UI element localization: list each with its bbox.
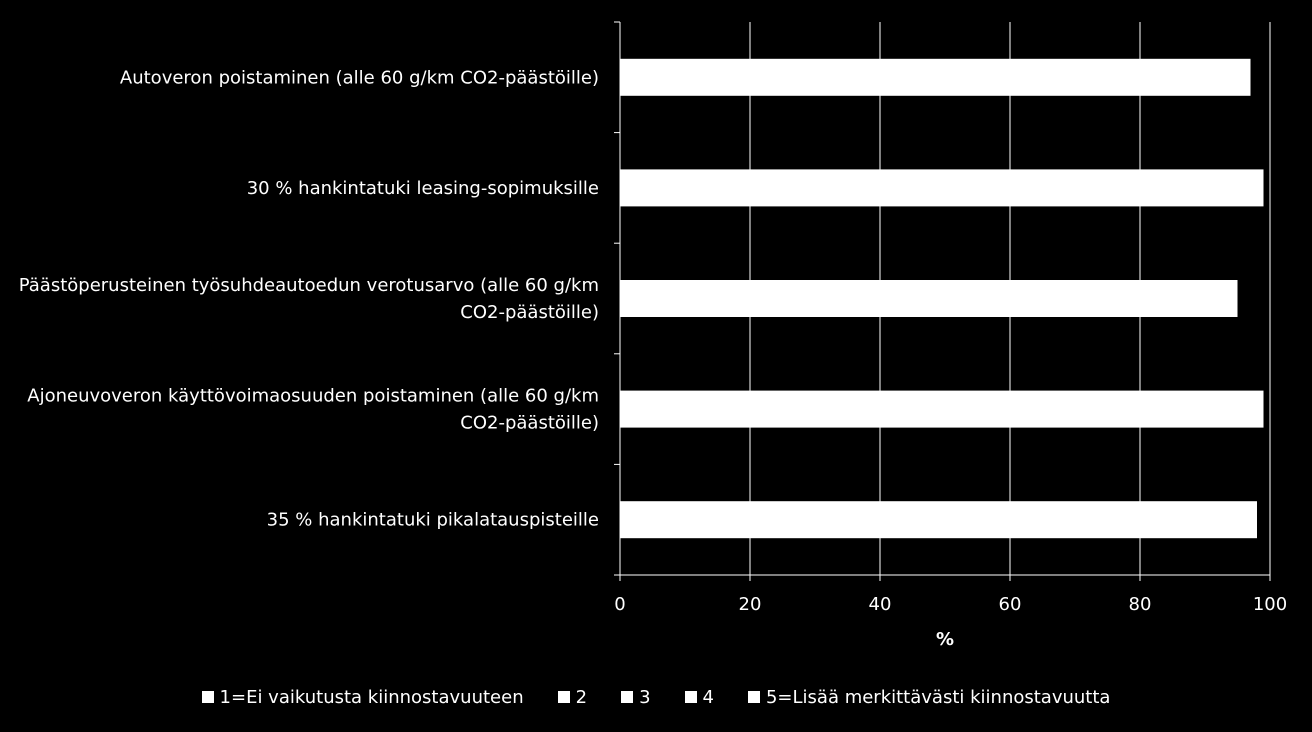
bar (620, 501, 1257, 539)
x-tick-label: 100 (1253, 594, 1287, 615)
bar (620, 280, 1238, 317)
x-tick-label: 20 (739, 594, 762, 615)
legend: 1=Ei vaikutusta kiinnostavuuteen 2 3 4 5=Lis… (0, 684, 1312, 710)
axes (614, 21, 1271, 581)
category-labels: Autoveron poistaminen (alle 60 g/km CO2-… (19, 67, 599, 530)
legend-swatch (557, 691, 570, 703)
x-tick-labels: 0 20 40 60 80 100 (614, 594, 1287, 615)
legend-item: 2 (557, 686, 588, 708)
legend-swatch (201, 691, 214, 703)
bars (620, 58, 1264, 539)
category-label: 30 % hankintatuki leasing-sopimuksille (247, 178, 599, 199)
x-axis-title: % (936, 629, 954, 650)
category-label: Ajoneuvoveron käyttövoimaosuuden poistam… (27, 386, 599, 434)
legend-label: 4 (702, 686, 714, 708)
legend-swatch (684, 691, 697, 703)
bar (620, 58, 1251, 96)
legend-label: 3 (639, 686, 651, 708)
legend-label: 5=Lisää merkittävästi kiinnostavuutta (765, 686, 1111, 708)
legend-item: 1=Ei vaikutusta kiinnostavuuteen (201, 686, 524, 708)
bar (620, 169, 1264, 207)
legend-swatch (747, 691, 760, 703)
legend-label: 1=Ei vaikutusta kiinnostavuuteen (219, 686, 524, 708)
bar (620, 390, 1264, 428)
legend-item: 4 (684, 686, 714, 708)
legend-swatch (621, 691, 634, 703)
category-label: Päästöperusteinen työsuhdeautoedun verot… (19, 275, 599, 323)
x-tick-label: 80 (1129, 594, 1152, 615)
legend-item: 3 (621, 686, 651, 708)
x-tick-label: 40 (869, 594, 892, 615)
category-label: 35 % hankintatuki pikalatauspisteille (267, 510, 599, 531)
legend-label: 2 (575, 686, 588, 708)
x-tick-label: 60 (999, 594, 1022, 615)
x-tick-label: 0 (614, 594, 625, 615)
category-label: Autoveron poistaminen (alle 60 g/km CO2-… (120, 67, 599, 88)
legend-item: 5=Lisää merkittävästi kiinnostavuutta (747, 686, 1111, 708)
